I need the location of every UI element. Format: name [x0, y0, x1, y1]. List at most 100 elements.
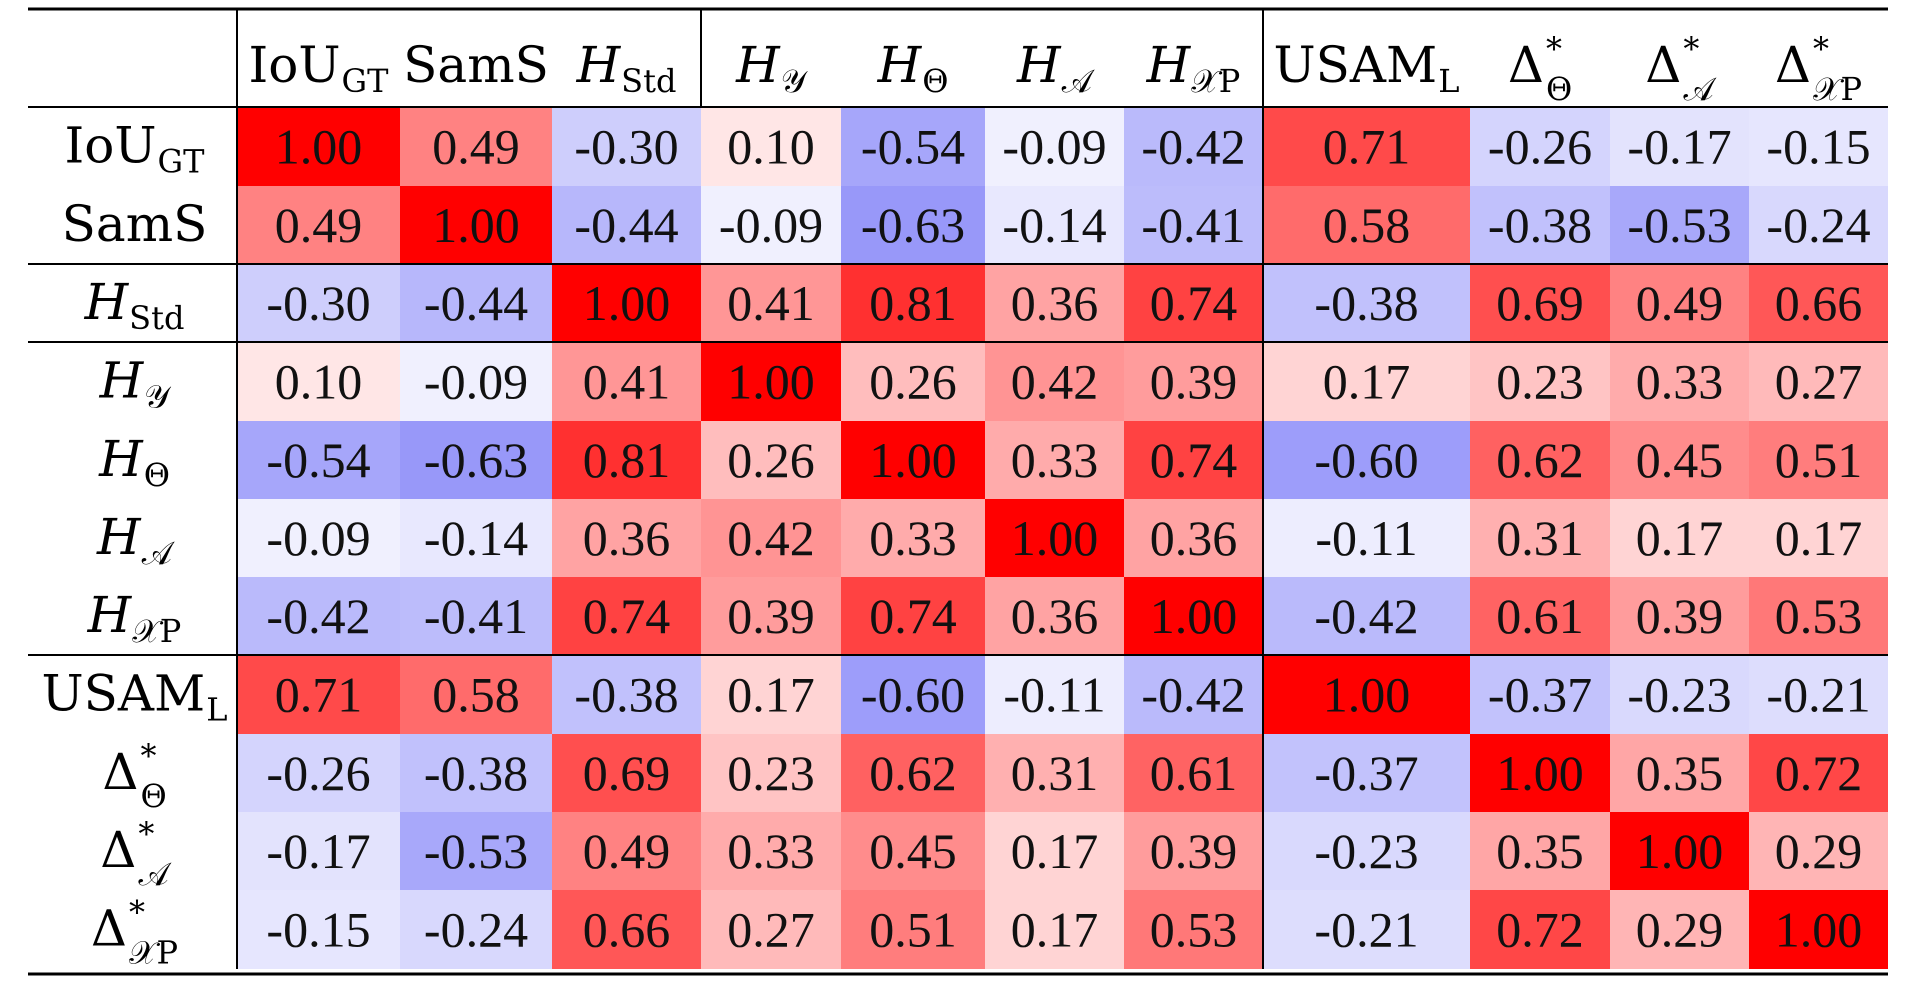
cell-value-label: 0.74	[583, 588, 671, 644]
cell-value-label: -0.63	[424, 432, 528, 488]
heatmap-cell-r4-c8	[1470, 421, 1610, 499]
heatmap-cell-r9-c3	[701, 812, 841, 890]
cell-value-label: 0.61	[1150, 745, 1238, 801]
cell-value-label: -0.15	[266, 902, 370, 958]
heatmap-cell-r6-c0	[237, 577, 400, 655]
heatmap-cell-r3-c4	[841, 342, 985, 421]
heatmap-cell-r3-c10	[1749, 342, 1888, 421]
heatmap-cell-r8-c9	[1610, 734, 1749, 812]
cell-value-label: 0.23	[727, 745, 815, 801]
cell-value-label: 0.31	[1496, 510, 1584, 566]
cell-value-label: 0.49	[583, 823, 671, 879]
row-header-10: Δ* 𝒳P	[91, 894, 178, 972]
heatmap-cell-r10-c1	[400, 890, 552, 969]
heatmap-cell-r1-c3	[701, 186, 841, 264]
heatmap-cell-r9-c9	[1610, 812, 1749, 890]
cell-value-label: 0.81	[869, 275, 957, 331]
cell-value-label: 0.71	[275, 667, 363, 723]
cell-value-label: -0.09	[1002, 119, 1106, 175]
cell-value-label: 1.00	[275, 119, 363, 175]
cell-value-label: 1.00	[727, 354, 815, 410]
cell-value-label: 1.00	[432, 197, 520, 253]
cell-value-label: -0.09	[424, 354, 528, 410]
cell-value-label: -0.17	[1627, 119, 1731, 175]
heatmap-cell-r4-c10	[1749, 421, 1888, 499]
column-header-3: H𝒴	[735, 36, 808, 100]
heatmap-cell-r8-c3	[701, 734, 841, 812]
row-header-3: H𝒴	[99, 352, 172, 416]
cell-value-label: -0.41	[1141, 197, 1245, 253]
cell-value-label: -0.42	[1141, 667, 1245, 723]
cell-value-label: 0.74	[1150, 275, 1238, 331]
cell-value-label: 0.58	[432, 667, 520, 723]
cell-value-label: 0.41	[727, 275, 815, 331]
heatmap-cell-r10-c9	[1610, 890, 1749, 969]
heatmap-cell-r2-c6	[1124, 264, 1263, 342]
cell-value-label: -0.23	[1627, 667, 1731, 723]
cell-value-label: -0.30	[266, 275, 370, 331]
cell-value-label: -0.23	[1314, 823, 1418, 879]
heatmap-cell-r3-c2	[552, 342, 701, 421]
heatmap-cell-r3-c6	[1124, 342, 1263, 421]
cell-value-label: 0.17	[1323, 354, 1411, 410]
cell-value-label: 0.42	[727, 510, 815, 566]
heatmap-cell-r0-c9	[1610, 107, 1749, 186]
heatmap-cell-r4-c7	[1263, 421, 1470, 499]
column-header-0: IoUGT	[249, 36, 390, 100]
column-header-1: SamS	[403, 36, 549, 94]
heatmap-cell-r1-c10	[1749, 186, 1888, 264]
cell-value-label: 0.53	[1775, 588, 1863, 644]
cell-value-label: 0.66	[1775, 275, 1863, 331]
cell-value-label: -0.60	[1314, 432, 1418, 488]
heatmap-cell-r8-c6	[1124, 734, 1263, 812]
heatmap-cell-r8-c5	[985, 734, 1124, 812]
heatmap-cell-r5-c6	[1124, 499, 1263, 577]
cell-value-label: 0.69	[1496, 275, 1584, 331]
cell-value-label: 0.29	[1636, 902, 1724, 958]
heatmap-cell-r6-c8	[1470, 577, 1610, 655]
cell-value-label: -0.11	[1003, 667, 1105, 723]
heatmap-cell-r1-c9	[1610, 186, 1749, 264]
cell-value-label: 0.33	[1636, 354, 1724, 410]
heatmap-cell-r4-c6	[1124, 421, 1263, 499]
row-header-5: H𝒜	[96, 508, 176, 572]
cell-value-label: 0.23	[1496, 354, 1584, 410]
cell-value-label: 1.00	[1496, 745, 1584, 801]
heatmap-cell-r8-c0	[237, 734, 400, 812]
cell-value-label: 0.36	[583, 510, 671, 566]
heatmap-cell-r5-c2	[552, 499, 701, 577]
cell-value-label: 0.10	[727, 119, 815, 175]
cell-value-label: -0.26	[1488, 119, 1592, 175]
cell-value-label: 0.81	[583, 432, 671, 488]
heatmap-cell-r10-c8	[1470, 890, 1610, 969]
heatmap-cell-r4-c9	[1610, 421, 1749, 499]
row-header-1: SamS	[62, 195, 208, 253]
cell-value-label: -0.15	[1766, 119, 1870, 175]
heatmap-cell-r10-c2	[552, 890, 701, 969]
cell-value-label: -0.09	[719, 197, 823, 253]
cell-value-label: 0.27	[727, 902, 815, 958]
heatmap-cell-r9-c0	[237, 812, 400, 890]
heatmap-cell-r6-c7	[1263, 577, 1470, 655]
heatmap-cell-r7-c6	[1124, 655, 1263, 734]
heatmap-cell-r10-c5	[985, 890, 1124, 969]
heatmap-cell-r4-c0	[237, 421, 400, 499]
cell-value-label: 0.29	[1775, 823, 1863, 879]
cell-value-label: 0.31	[1011, 745, 1099, 801]
cell-value-label: 1.00	[1150, 588, 1238, 644]
heatmap-cell-r7-c0	[237, 655, 400, 734]
heatmap-cell-r8-c8	[1470, 734, 1610, 812]
cell-value-label: 0.45	[869, 823, 957, 879]
cell-value-label: 0.26	[727, 432, 815, 488]
column-header-5: H𝒜	[1016, 36, 1096, 100]
heatmap-cell-r4-c1	[400, 421, 552, 499]
cell-value-label: 1.00	[583, 275, 671, 331]
heatmap-cell-r0-c3	[701, 107, 841, 186]
column-header-8: Δ* Θ	[1508, 30, 1572, 108]
cell-value-label: 1.00	[1323, 667, 1411, 723]
cell-value-label: 0.33	[869, 510, 957, 566]
cell-value-label: 0.35	[1496, 823, 1584, 879]
cell-value-label: 0.74	[1150, 432, 1238, 488]
row-header-6: H𝒳P	[87, 586, 182, 650]
